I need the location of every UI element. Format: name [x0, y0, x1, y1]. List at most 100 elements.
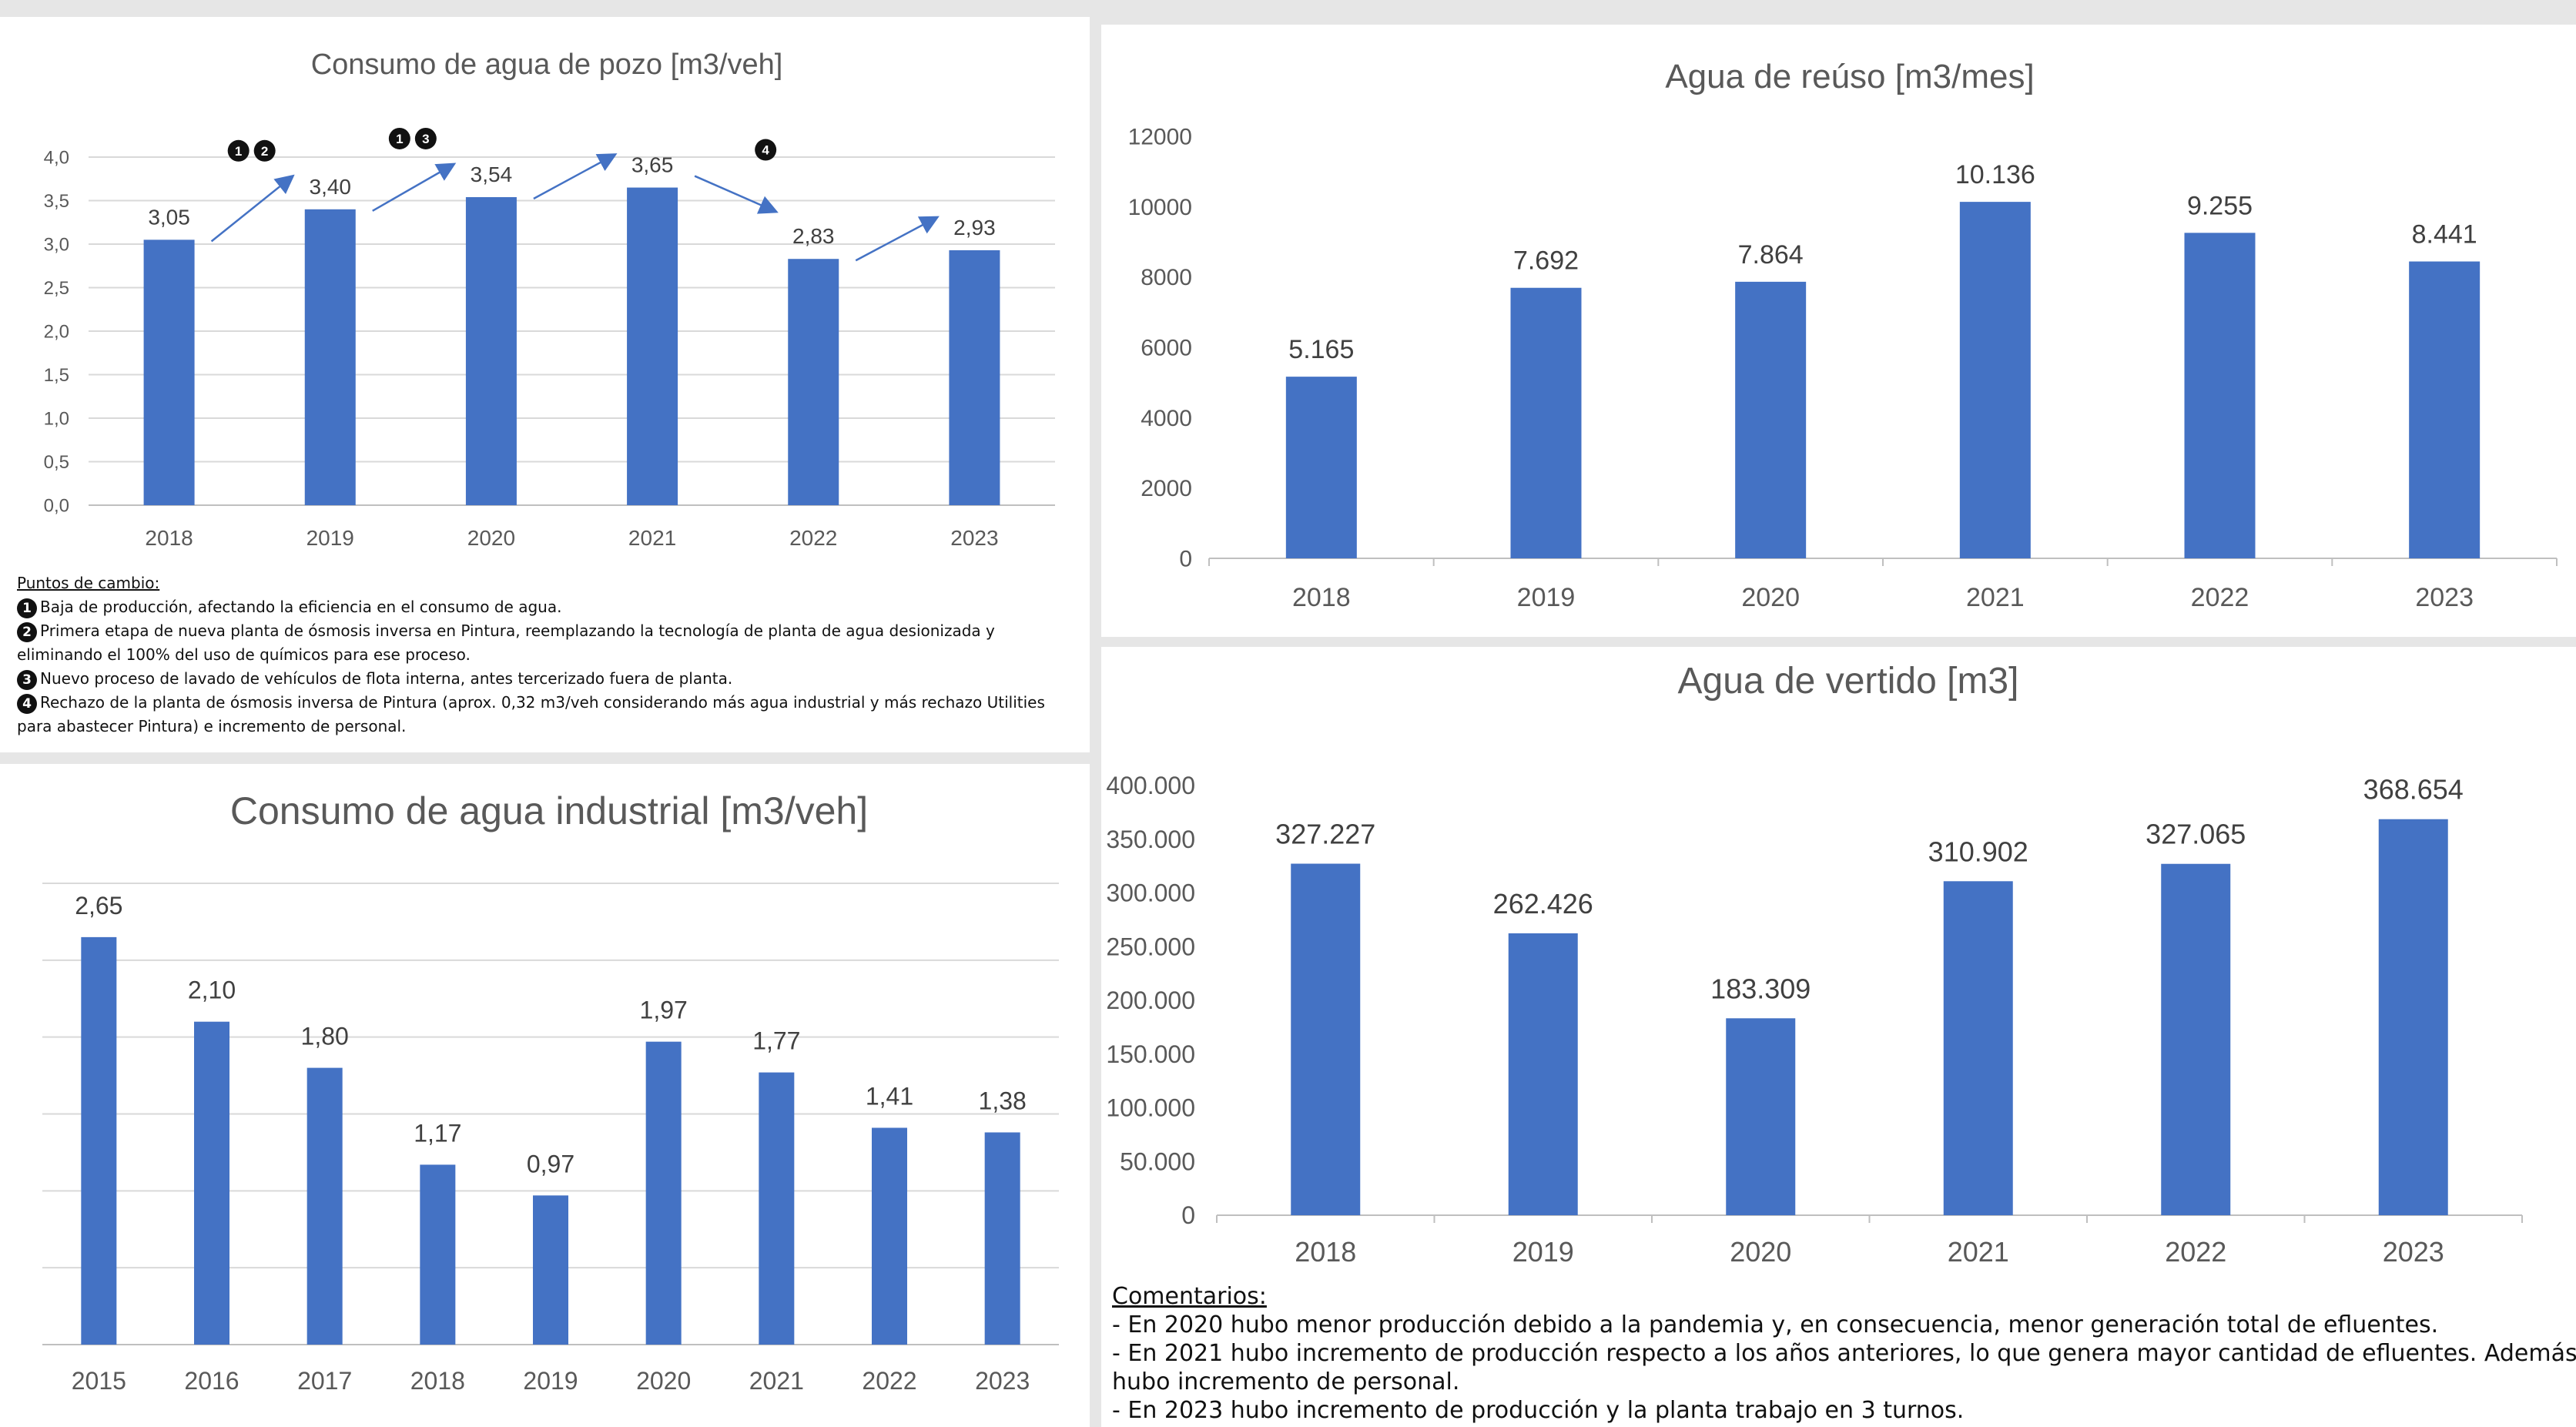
bar-2023	[2378, 819, 2448, 1215]
puntos-de-cambio: Puntos de cambio: 1 Baja de producción, a…	[17, 571, 1045, 739]
data-label-2022: 2,83	[792, 224, 835, 248]
x-tick-label-2019: 2019	[1512, 1236, 1574, 1268]
y-tick-label: 8000	[1141, 265, 1192, 290]
x-tick-label-2021: 2021	[628, 526, 676, 550]
y-tick-label: 100.000	[1106, 1094, 1195, 1122]
bar-2018	[1291, 863, 1361, 1215]
data-label-2017: 1,80	[301, 1023, 349, 1050]
data-label-2020: 3,54	[471, 162, 513, 186]
y-tick-label: 3,5	[44, 191, 69, 212]
x-tick-label-2018: 2018	[1295, 1236, 1356, 1268]
y-tick-label: 0	[1181, 1201, 1195, 1229]
y-tick-label: 350.000	[1106, 826, 1195, 853]
y-tick-label: 0,0	[44, 495, 69, 516]
chart-title: Consumo de agua industrial [m3/veh]	[230, 789, 868, 832]
badge-3-icon	[414, 127, 437, 149]
bar-2016	[194, 1021, 229, 1345]
badge-1-icon	[388, 127, 410, 149]
bar-2022	[872, 1127, 907, 1345]
badge-number: 1	[235, 144, 242, 159]
x-tick-label-2018: 2018	[1292, 583, 1351, 612]
bar-2019	[304, 209, 356, 505]
trend-arrow	[533, 153, 618, 200]
panel-vertido: Agua de vertido [m3] 0 50.000 100.000 150.00…	[1101, 647, 2576, 1427]
bar-2020	[1735, 281, 1807, 558]
chart-vertido: Agua de vertido [m3] 0 50.000 100.000 150.00…	[1106, 661, 2523, 1268]
y-tick-label: 12000	[1128, 125, 1192, 150]
x-tick-label-2018: 2018	[145, 526, 193, 550]
data-label-2022: 327.065	[2146, 819, 2246, 850]
badge-2-icon	[253, 139, 276, 162]
data-label-2022: 1,41	[866, 1082, 913, 1110]
badge-1-icon: 1	[17, 598, 37, 618]
x-tick-label-2022: 2022	[2191, 583, 2249, 612]
bar-2020	[645, 1041, 682, 1345]
badge-1-icon	[227, 139, 250, 162]
data-label-2019: 7.692	[1513, 246, 1579, 276]
data-label-2023: 1,38	[979, 1087, 1027, 1114]
y-tick-label: 50.000	[1120, 1147, 1195, 1175]
bar-2022	[2184, 233, 2256, 558]
y-tick-label: 2000	[1141, 476, 1192, 501]
badge-3-icon: 3	[17, 669, 37, 690]
data-label-2021: 10.136	[1955, 160, 2035, 189]
x-tick-label-2023: 2023	[975, 1367, 1030, 1395]
data-label-2019: 0,97	[527, 1150, 574, 1177]
data-label-2018: 5.165	[1288, 335, 1354, 364]
x-tick-label-2019: 2019	[523, 1367, 578, 1395]
x-tick-label-2019: 2019	[307, 526, 354, 550]
panel-industrial: Consumo de agua industrial [m3/veh] 2,65 2…	[0, 764, 1090, 1427]
x-tick-label-2020: 2020	[636, 1367, 691, 1395]
bar-2019	[1508, 933, 1578, 1215]
bar-2018	[1285, 377, 1357, 558]
x-tick-label-2017: 2017	[297, 1367, 352, 1395]
x-tick-label-2022: 2022	[789, 526, 837, 550]
data-label-2020: 7.864	[1738, 240, 1804, 270]
bar-2018	[420, 1164, 456, 1345]
y-tick-label: 400.000	[1106, 772, 1195, 799]
bar-2022	[2161, 863, 2231, 1215]
bar-2022	[788, 259, 839, 505]
trend-arrow	[855, 216, 940, 262]
x-tick-label-2022: 2022	[2165, 1236, 2226, 1268]
data-label-2023: 368.654	[2363, 774, 2464, 806]
badge-2-icon: 2	[17, 621, 37, 642]
badge-number: 3	[422, 132, 429, 146]
punto-3: 3 Nuevo proceso de lavado de vehículos de…	[17, 667, 1045, 691]
badge-4-icon	[755, 139, 777, 161]
bar-2021	[1943, 881, 2013, 1215]
data-label-2015: 2,65	[75, 892, 122, 920]
data-label-2019: 262.426	[1493, 888, 1593, 920]
data-label-2018: 327.227	[1275, 819, 1375, 850]
y-tick-label: 2,0	[44, 321, 69, 342]
trend-arrow	[372, 162, 457, 212]
bar-2023	[949, 250, 1000, 505]
chart-title: Agua de reúso [m3/mes]	[1665, 58, 2034, 95]
y-tick-label: 250.000	[1106, 933, 1195, 960]
y-tick-label: 1,0	[44, 408, 69, 429]
y-tick-label: 4,0	[44, 147, 69, 168]
x-tick-label-2020: 2020	[1730, 1236, 1791, 1268]
data-label-2021: 310.902	[1928, 836, 2028, 867]
bar-2021	[1959, 202, 2031, 558]
bar-2018	[143, 240, 195, 505]
punto-2-cont: eliminando el 100% del uso de químicos p…	[17, 645, 471, 664]
punto-4-cont: para abastecer Pintura) e incremento de …	[17, 717, 407, 735]
puntos-header: Puntos de cambio:	[17, 574, 160, 592]
x-tick-label-2021: 2021	[1948, 1236, 2009, 1268]
y-tick-label: 200.000	[1106, 987, 1195, 1014]
bar-2021	[627, 187, 678, 506]
data-label-2020: 1,97	[640, 997, 688, 1024]
data-label-2018: 3,05	[148, 205, 190, 229]
badge-4-icon: 4	[17, 693, 37, 714]
panel-reuso: Agua de reúso [m3/mes] 0 2000 4000 6000 8000 1…	[1101, 25, 2576, 637]
y-tick-label: 1,5	[44, 365, 69, 386]
comentario-2-cont: hubo incremento de personal.	[1112, 1368, 1460, 1395]
badge-number: 4	[762, 143, 769, 158]
data-label-2019: 3,40	[310, 175, 352, 199]
x-tick-label-2020: 2020	[467, 526, 515, 550]
y-tick-label: 2,5	[44, 278, 69, 299]
badge-number: 1	[396, 132, 403, 146]
y-tick-label: 300.000	[1106, 879, 1195, 907]
x-tick-label-2023: 2023	[950, 526, 998, 550]
